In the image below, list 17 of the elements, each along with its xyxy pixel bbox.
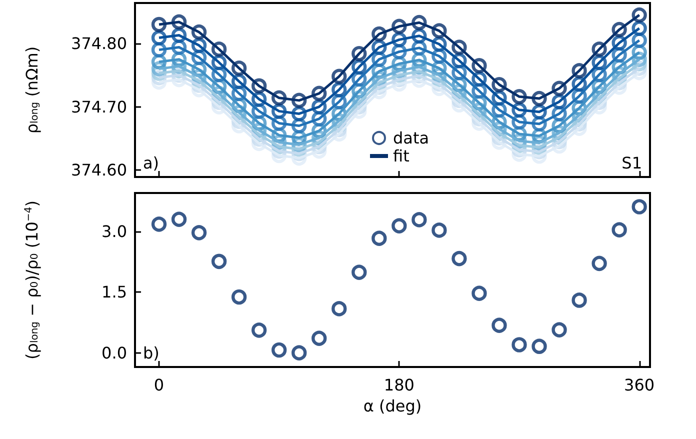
legend-label: data [393,128,430,148]
x-tick-label: 0 [154,376,164,394]
y-tick-label: 0.0 [102,343,127,362]
x-axis-title: α (deg) [363,396,422,416]
y-tick-label: 1.5 [102,282,127,302]
x-tick-label: 360 [624,376,655,394]
y-tick-label: 3.0 [102,222,127,241]
y-axis-title: ρlong (nΩm) [22,46,42,134]
x-tick-label: 180 [384,376,414,394]
legend-label: fit [393,146,410,166]
annotation: S1 [622,154,642,172]
y-tick-label: 374.80 [71,34,127,53]
annotation: a) [143,154,160,172]
y-tick-label: 374.70 [71,97,127,116]
annotation: b) [143,344,160,362]
y-tick-label: 374.60 [71,160,127,180]
text: (ρlong − ρ0)/ρ0 (10−4) [22,200,42,360]
